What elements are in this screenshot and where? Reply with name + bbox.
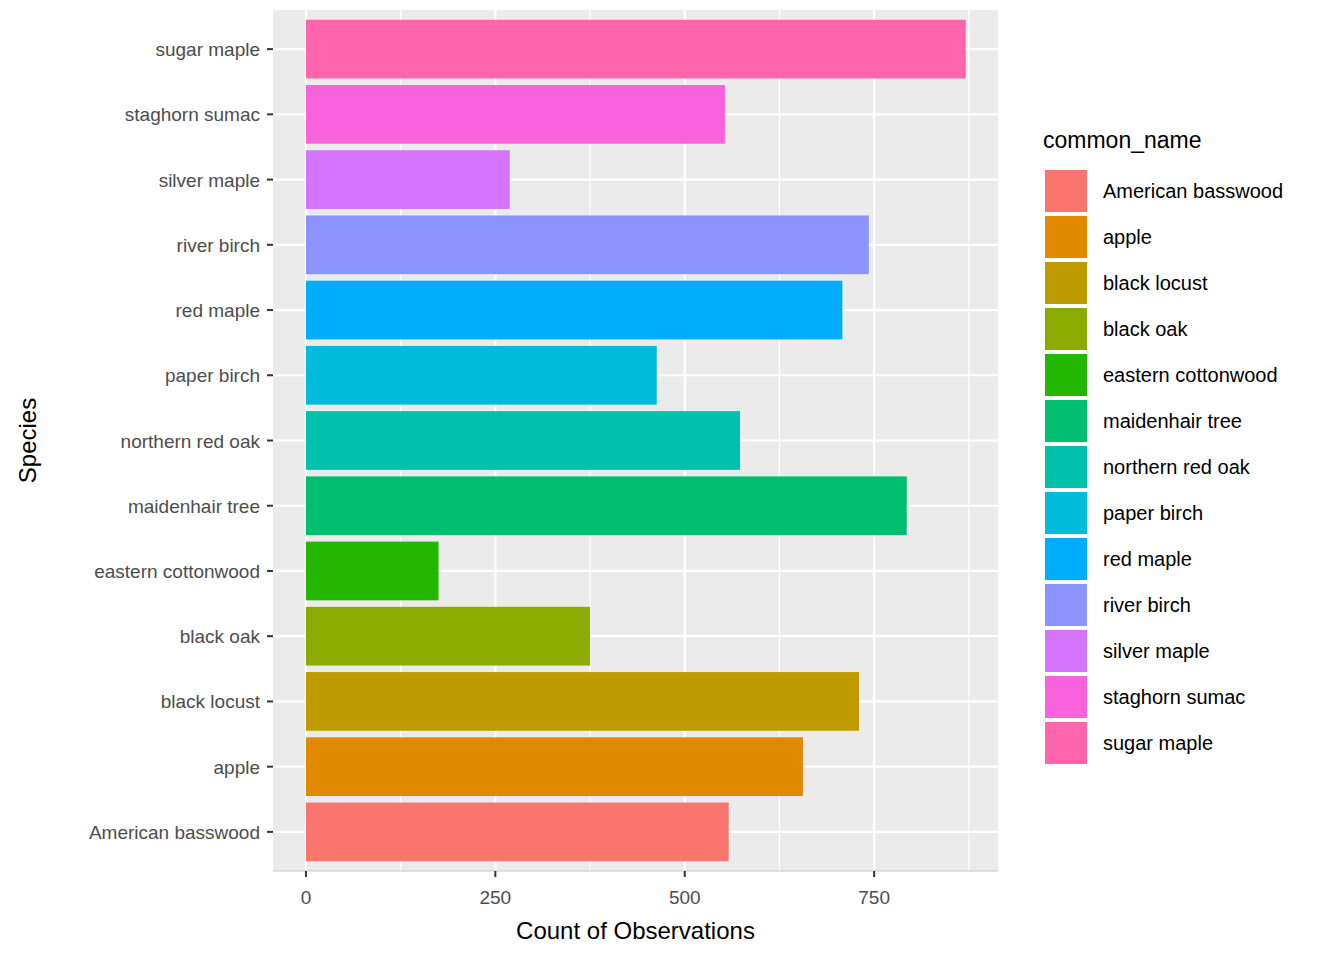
legend-key-bg [1045,584,1087,626]
x-tick-label: 0 [301,887,312,908]
y-tick-label: river birch [177,235,260,256]
legend-label: eastern cottonwood [1103,364,1278,386]
legend-key-bg [1045,308,1087,350]
legend-label: black oak [1103,318,1188,340]
y-tick-label: black locust [161,691,261,712]
y-tick-label: northern red oak [121,431,261,452]
legend-key-bg [1045,538,1087,580]
legend-key-bg [1045,722,1087,764]
x-tick [494,871,496,877]
y-tick-label: eastern cottonwood [94,561,260,582]
legend-key-bg [1045,170,1087,212]
y-tick-label: black oak [180,626,261,647]
y-tick-label: red maple [176,300,261,321]
y-tick [267,244,273,246]
x-tick [684,871,686,877]
y-tick [267,700,273,702]
bar [306,215,869,274]
bar [306,542,439,601]
legend-key-bg [1045,676,1087,718]
bar [306,803,729,862]
y-tick-label: apple [214,757,261,778]
y-tick-label: silver maple [159,170,260,191]
legend-label: black locust [1103,272,1208,294]
legend-swatch [1045,676,1087,718]
y-tick-label: American basswood [89,822,260,843]
y-tick-label: maidenhair tree [128,496,260,517]
y-tick [267,440,273,442]
bar [306,607,590,666]
legend-swatch [1045,354,1087,396]
x-tick-label: 500 [669,887,701,908]
y-tick-label: paper birch [165,365,260,386]
legend-key-bg [1045,400,1087,442]
legend-swatch [1045,216,1087,258]
x-tick-label: 750 [858,887,890,908]
legend-label: red maple [1103,548,1192,570]
bar [306,20,966,79]
y-tick-label: staghorn sumac [125,104,260,125]
bars [306,20,966,861]
legend-label: maidenhair tree [1103,410,1242,432]
legend-swatch [1045,722,1087,764]
legend-swatch [1045,308,1087,350]
legend-label: apple [1103,226,1152,248]
legend-label: sugar maple [1103,732,1213,754]
legend-title: common_name [1043,127,1202,153]
chart-root: 0 250 500 750 American basswood apple black lo… [0,0,1344,960]
legend-swatch [1045,262,1087,304]
legend-key-bg [1045,262,1087,304]
y-tick [267,179,273,181]
legend-label: silver maple [1103,640,1210,662]
legend-swatch [1045,584,1087,626]
legend-label: American basswood [1103,180,1283,202]
legend-swatch [1045,492,1087,534]
bar [306,150,510,209]
legend-swatch [1045,630,1087,672]
bar [306,85,725,144]
legend-key-bg [1045,492,1087,534]
y-tick [267,374,273,376]
legend-swatch [1045,170,1087,212]
x-axis-title: Count of Observations [516,917,755,944]
y-tick [267,570,273,572]
x-axis-line [273,871,998,872]
bar [306,346,657,405]
x-tick-label: 250 [479,887,511,908]
legend-key-bg [1045,216,1087,258]
legend-label: river birch [1103,594,1191,616]
legend-key-bg [1045,446,1087,488]
legend-label: staghorn sumac [1103,686,1245,708]
legend-key-bg [1045,630,1087,672]
y-tick [267,48,273,50]
legend-key-bg [1045,354,1087,396]
legend-label: northern red oak [1103,456,1251,478]
y-tick [267,309,273,311]
y-tick-label: sugar maple [155,39,260,60]
bar [306,476,907,535]
y-tick [267,635,273,637]
chart-svg: 0 250 500 750 American basswood apple black lo… [0,0,1344,960]
bar [306,672,859,731]
legend-label: paper birch [1103,502,1203,524]
legend-swatch [1045,400,1087,442]
bar [306,737,803,796]
bar [306,281,842,340]
y-axis-title: Species [14,398,41,483]
y-tick [267,766,273,768]
panel-background [273,10,998,871]
x-tick [305,871,307,877]
y-tick [267,505,273,507]
legend-swatch [1045,446,1087,488]
x-tick [873,871,875,877]
bar [306,411,740,470]
y-tick [267,113,273,115]
y-tick [267,831,273,833]
legend-swatch [1045,538,1087,580]
